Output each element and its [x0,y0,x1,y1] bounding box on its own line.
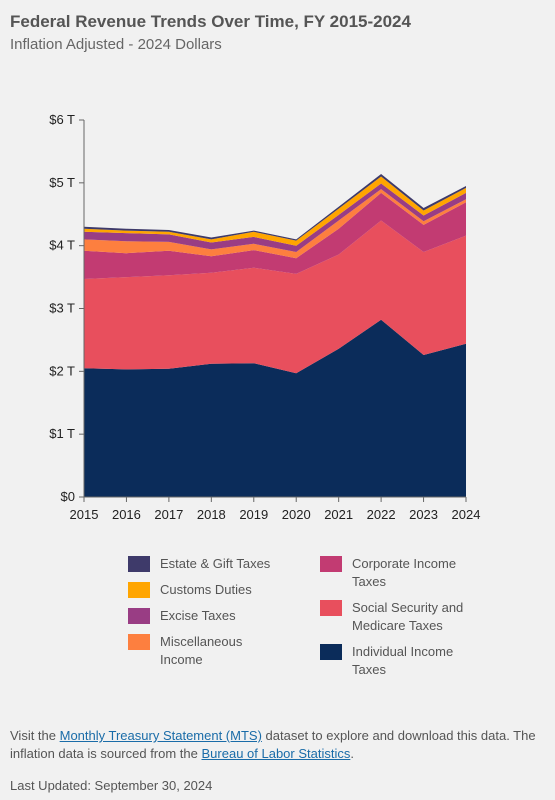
last-updated: Last Updated: September 30, 2024 [10,778,213,793]
footer-text: dataset to explore and download this dat… [10,728,536,761]
area-series-social-security-and-medicare-taxes[interactable] [84,220,466,374]
x-tick-label: 2021 [324,507,353,522]
legend-swatch [128,582,150,598]
x-tick-label: 2017 [154,507,183,522]
x-tick-label: 2016 [112,507,141,522]
y-tick-label: $3 T [49,301,75,316]
legend-swatch [320,644,342,660]
x-tick-label: 2024 [452,507,481,522]
legend-swatch [128,634,150,650]
area-series-individual-income-taxes[interactable] [84,319,466,497]
legend-label: Estate & Gift Taxes [160,556,271,571]
x-tick-label: 2023 [409,507,438,522]
footer-note: Visit the Monthly Treasury Statement (MT… [10,727,545,763]
x-tick-label: 2020 [282,507,311,522]
y-tick-label: $0 [61,489,75,504]
legend-label: Individual Income Taxes [352,644,454,677]
footer-text: Visit the [10,728,60,743]
area-series-corporate-income-taxes[interactable] [84,192,466,279]
mts-link[interactable]: Monthly Treasury Statement (MTS) [59,728,262,743]
legend-label: Social Security and Medicare Taxes [352,600,464,633]
x-tick-label: 2022 [367,507,396,522]
legend-label: Excise Taxes [160,608,236,623]
legend-swatch [320,600,342,616]
y-tick-label: $4 T [49,238,75,253]
legend-swatch [128,556,150,572]
legend-label: Customs Duties [160,582,252,597]
legend-label: Corporate Income Taxes [352,556,457,589]
y-tick-label: $2 T [49,363,75,378]
legend-swatch [320,556,342,572]
legend-swatch [128,608,150,624]
y-tick-label: $1 T [49,426,75,441]
stacked-area-chart[interactable]: $0 $1 T $2 T $3 T $4 T $5 T $6 T 2015 2016 2017 20… [0,0,555,530]
y-tick-label: $5 T [49,175,75,190]
chart-subtitle: Inflation Adjusted - 2024 Dollars [10,36,222,53]
chart-title: Federal Revenue Trends Over Time, FY 201… [10,12,411,31]
bls-link[interactable]: Bureau of Labor Statistics [201,746,351,761]
area-series-miscellaneous-income[interactable] [84,189,466,259]
legend-label: Miscellaneous Income [160,634,243,667]
x-tick-label: 2015 [70,507,99,522]
x-tick-label: 2018 [197,507,226,522]
y-tick-label: $6 T [49,112,75,127]
footer-text: . [350,746,354,761]
x-tick-label: 2019 [239,507,268,522]
